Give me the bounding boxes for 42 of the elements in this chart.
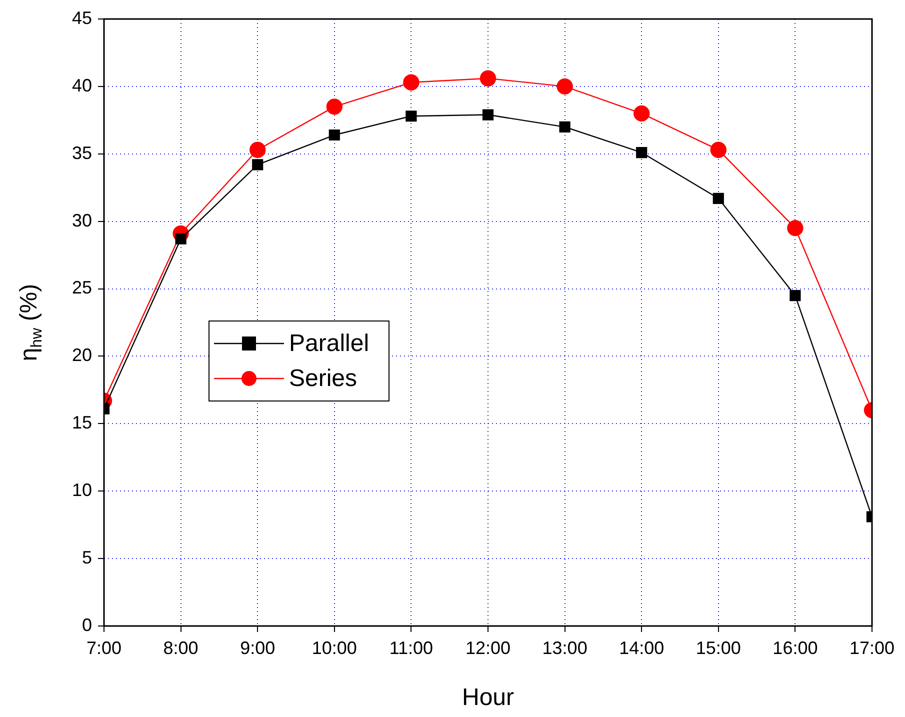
point bbox=[250, 142, 266, 158]
y-tick-label: 15 bbox=[72, 412, 92, 433]
point bbox=[634, 105, 650, 122]
x-tick-label: 7:00 bbox=[86, 638, 122, 658]
x-tick-label: 13:00 bbox=[542, 638, 588, 658]
point bbox=[712, 192, 724, 204]
point bbox=[710, 142, 726, 158]
y-tick-label: 10 bbox=[72, 480, 92, 500]
x-tick-label: 17:00 bbox=[849, 638, 895, 658]
point bbox=[326, 98, 342, 115]
x-tick-label: 14:00 bbox=[619, 638, 664, 658]
legend-label: Parallel bbox=[289, 330, 370, 358]
point bbox=[559, 121, 570, 132]
point bbox=[482, 109, 494, 120]
point bbox=[406, 110, 417, 122]
point bbox=[787, 220, 804, 236]
x-tick-label: 11:00 bbox=[389, 638, 434, 658]
y-tick-label: 30 bbox=[72, 210, 92, 230]
y-tick-label: 20 bbox=[72, 345, 92, 366]
point bbox=[790, 290, 801, 302]
point bbox=[175, 233, 186, 244]
point bbox=[556, 78, 573, 95]
y-tick-label: 40 bbox=[72, 75, 92, 96]
x-tick-label: 10:00 bbox=[312, 638, 357, 658]
x-tick-label: 12:00 bbox=[465, 638, 511, 658]
x-tick-label: 15:00 bbox=[696, 638, 741, 658]
point bbox=[328, 129, 340, 141]
point bbox=[480, 70, 496, 86]
y-tick-label: 5 bbox=[82, 548, 92, 568]
x-axis-title: Hour bbox=[462, 684, 514, 712]
y-tick-label: 35 bbox=[72, 142, 92, 163]
point bbox=[252, 159, 264, 170]
point bbox=[403, 74, 420, 90]
legend-label: Series bbox=[289, 365, 358, 392]
y-tick-label: 0 bbox=[82, 614, 92, 635]
x-tick-label: 8:00 bbox=[163, 638, 198, 658]
x-tick-label: 16:00 bbox=[772, 638, 818, 658]
y-axis-title: ηhw (%) bbox=[16, 284, 46, 362]
point bbox=[636, 146, 648, 158]
x-tick-label: 9:00 bbox=[240, 638, 276, 658]
y-tick-label: 45 bbox=[72, 8, 92, 28]
y-tick-label: 25 bbox=[72, 278, 92, 298]
